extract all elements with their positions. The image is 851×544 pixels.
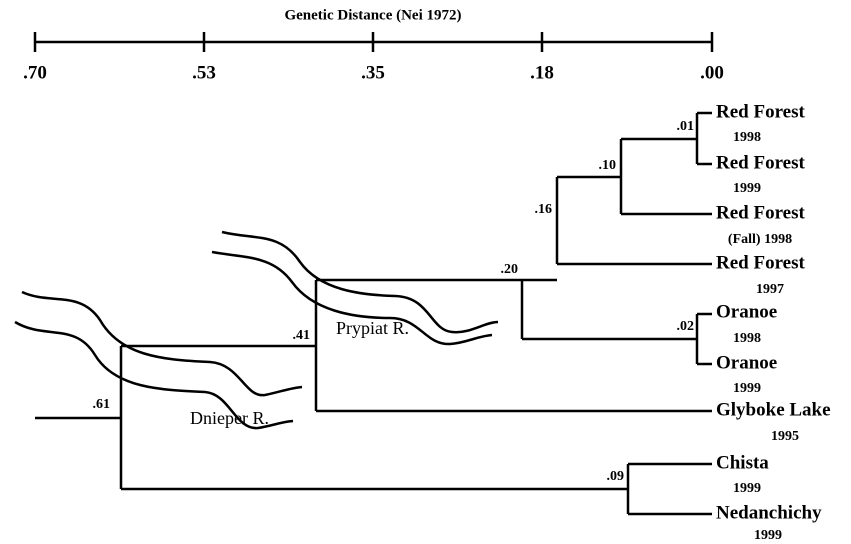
- axis: Genetic Distance (Nei 1972) .70 .53 .35 …: [23, 7, 724, 83]
- node-label: .41: [293, 328, 311, 343]
- leaf-year: 1997: [756, 282, 784, 297]
- leaf-year: 1998: [733, 130, 761, 145]
- leaf-name: Nedanchichy: [716, 502, 822, 523]
- leaf-name: Chista: [716, 452, 769, 473]
- leaf-name: Oranoe: [716, 352, 777, 373]
- dendrogram: Genetic Distance (Nei 1972) .70 .53 .35 …: [0, 0, 851, 544]
- tick-label: .18: [530, 62, 554, 83]
- leaf-name: Red Forest: [716, 252, 805, 273]
- rivers: Dnieper R. Prypiat R.: [15, 232, 498, 428]
- node-label: .09: [607, 469, 625, 484]
- leaf-name: Red Forest: [716, 152, 805, 173]
- river-bank: [22, 292, 302, 395]
- leaf-year: 1999: [733, 181, 761, 196]
- node-labels: .01 .10 .16 .02 .20 .41 .09 .61: [93, 119, 695, 484]
- node-label: .61: [93, 397, 111, 412]
- node-label: .16: [535, 202, 553, 217]
- leaf-name: Glyboke Lake: [716, 399, 831, 420]
- tick-label: .70: [23, 62, 47, 83]
- leaf-year: 1995: [771, 429, 799, 444]
- node-label: .02: [677, 319, 695, 334]
- leaf-year: 1999: [733, 381, 761, 396]
- node-label: .20: [501, 262, 519, 277]
- leaf-name: Red Forest: [716, 202, 805, 223]
- tick-label: .00: [700, 62, 724, 83]
- node-label: .01: [677, 119, 695, 134]
- axis-title: Genetic Distance (Nei 1972): [284, 7, 461, 23]
- leaf-year: 1999: [733, 481, 761, 496]
- tick-label: .53: [192, 62, 216, 83]
- river-label: Prypiat R.: [336, 318, 409, 338]
- leaf-name: Oranoe: [716, 301, 777, 322]
- river-label: Dnieper R.: [190, 408, 269, 428]
- leaf-year: 1999: [754, 528, 782, 543]
- leaf-name: Red Forest: [716, 101, 805, 122]
- leaves: Red Forest 1998 Red Forest 1999 Red Fore…: [716, 101, 831, 543]
- leaf-year: 1998: [733, 331, 761, 346]
- tick-label: .35: [361, 62, 385, 83]
- leaf-year: (Fall) 1998: [728, 232, 792, 247]
- node-label: .10: [599, 158, 617, 173]
